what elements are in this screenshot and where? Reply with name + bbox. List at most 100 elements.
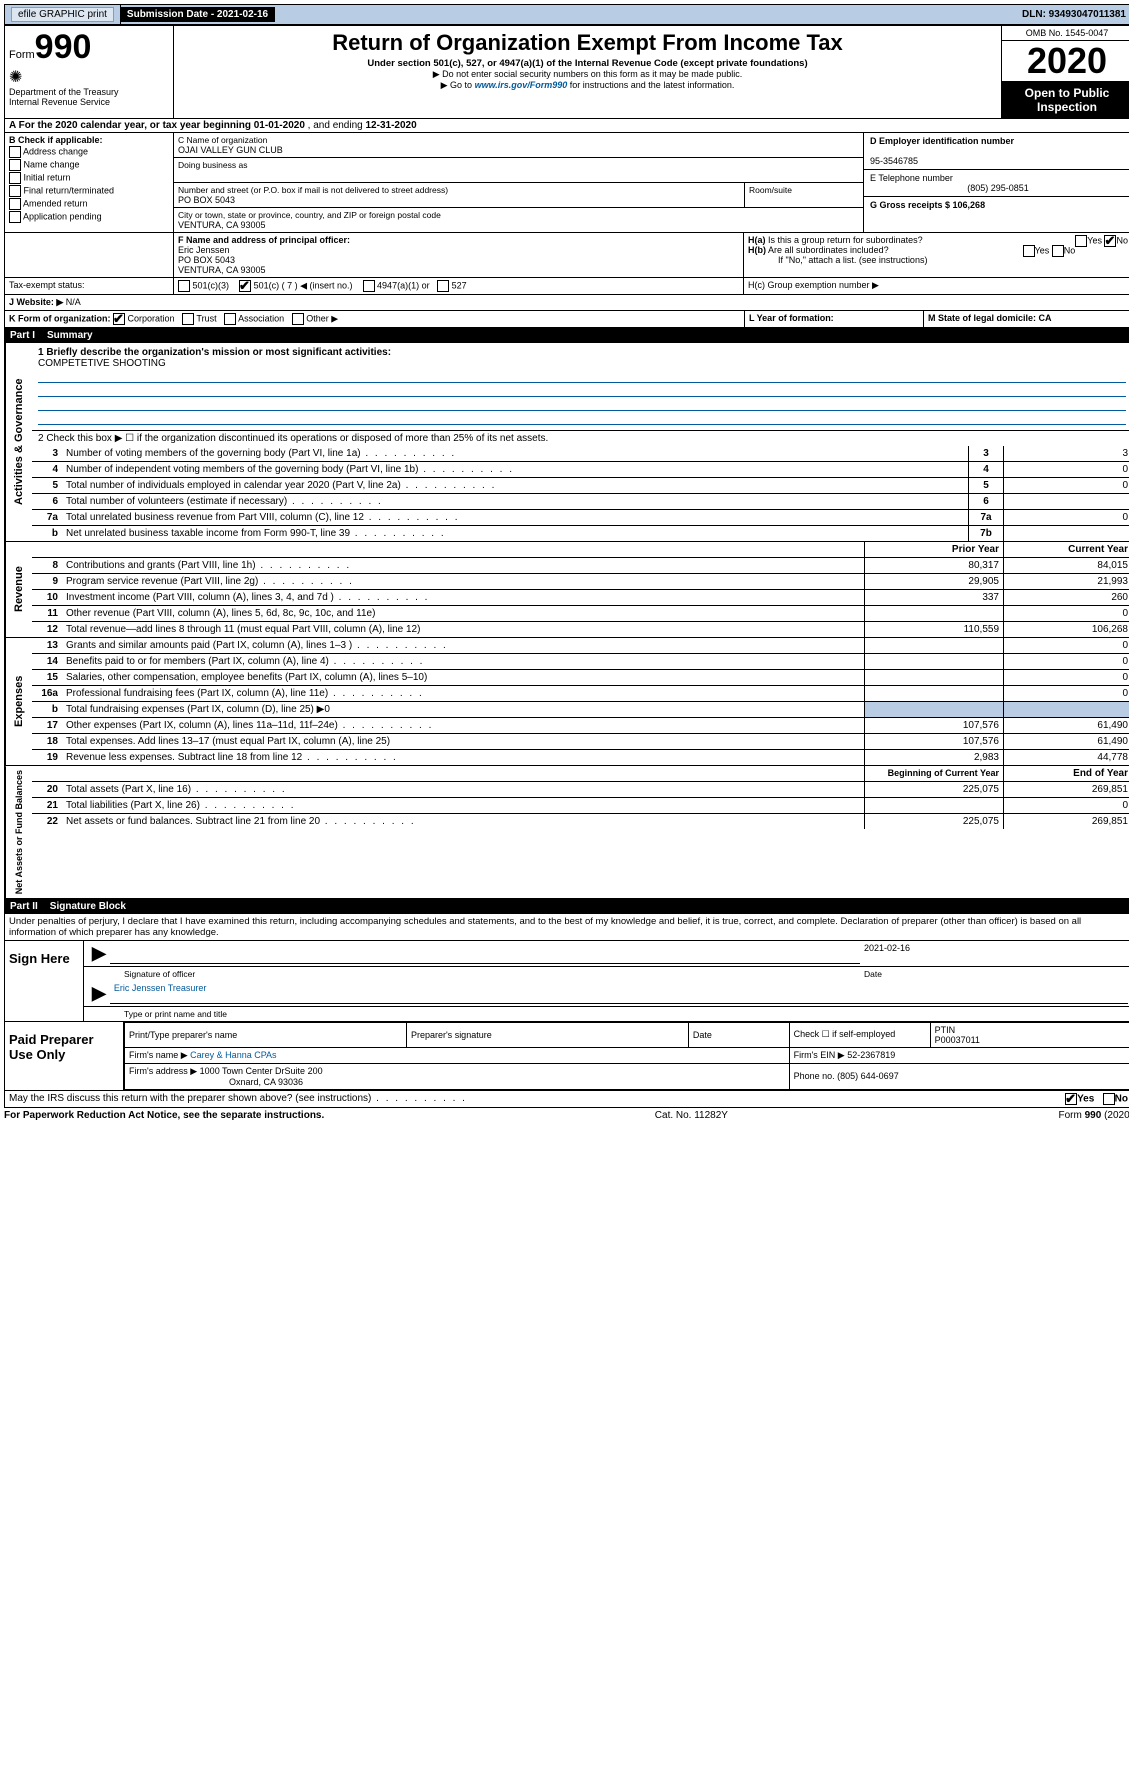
officer-addr2: VENTURA, CA 93005 bbox=[178, 265, 266, 275]
instructions-link[interactable]: www.irs.gov/Form990 bbox=[475, 80, 568, 90]
self-employed-check[interactable]: Check ☐ if self-employed bbox=[789, 1022, 930, 1047]
row-m: M State of legal domicile: CA bbox=[924, 311, 1129, 327]
org-name-cell: C Name of organization OJAI VALLEY GUN C… bbox=[174, 133, 863, 158]
arrow-icon: ▶ bbox=[88, 943, 110, 964]
open-to-public: Open to Public Inspection bbox=[1002, 82, 1129, 118]
discuss-yes-checkbox[interactable] bbox=[1065, 1093, 1077, 1105]
omb-number: OMB No. 1545-0047 bbox=[1002, 26, 1129, 41]
check-trust[interactable] bbox=[182, 313, 194, 325]
addr-value: PO BOX 5043 bbox=[178, 195, 235, 205]
check-501c3[interactable] bbox=[178, 280, 190, 292]
sig-officer-label: Signature of officer bbox=[120, 969, 860, 979]
tax-year: 2020 bbox=[1002, 41, 1129, 82]
city-value: VENTURA, CA 93005 bbox=[178, 220, 266, 230]
check-4947[interactable] bbox=[363, 280, 375, 292]
check-association[interactable] bbox=[224, 313, 236, 325]
spacer bbox=[275, 13, 1016, 17]
line-2: 2 Check this box ▶ ☐ if the organization… bbox=[32, 430, 1129, 446]
revenue-table: Prior YearCurrent Year 8Contributions an… bbox=[32, 542, 1129, 637]
header-left: Form990 ✺ Department of the Treasury Int… bbox=[5, 26, 174, 118]
city-label: City or town, state or province, country… bbox=[178, 210, 441, 220]
officer-label: F Name and address of principal officer: bbox=[178, 235, 350, 245]
row-a-tax-year: A For the 2020 calendar year, or tax yea… bbox=[4, 119, 1129, 133]
paid-preparer-label: Paid Preparer Use Only bbox=[5, 1022, 124, 1090]
city-cell: City or town, state or province, country… bbox=[174, 208, 863, 232]
row-fh: F Name and address of principal officer:… bbox=[4, 233, 1129, 278]
row-j: J Website: ▶ N/A bbox=[4, 295, 1129, 311]
officer-addr1: PO BOX 5043 bbox=[178, 255, 235, 265]
check-initial-return[interactable]: Initial return bbox=[9, 172, 169, 184]
h-a: H(a) Is this a group return for subordin… bbox=[748, 235, 1128, 245]
check-address-change[interactable]: Address change bbox=[9, 146, 169, 158]
ha-yes-checkbox[interactable] bbox=[1075, 235, 1087, 247]
phone-value: (805) 295-0851 bbox=[870, 183, 1126, 193]
netassets-section: Net Assets or Fund Balances Beginning of… bbox=[4, 766, 1129, 899]
revenue-section: Revenue Prior YearCurrent Year 8Contribu… bbox=[4, 542, 1129, 638]
submission-date: Submission Date - 2021-02-16 bbox=[121, 7, 275, 22]
efile-print-button[interactable]: efile GRAPHIC print bbox=[11, 7, 114, 22]
row-a-mid: , and ending bbox=[305, 120, 366, 131]
officer-name-value: Eric Jenssen Treasurer bbox=[110, 983, 1128, 1004]
irs-eagle-icon: ✺ bbox=[9, 67, 169, 87]
col-h: H(a) Is this a group return for subordin… bbox=[744, 233, 1129, 277]
website-value: N/A bbox=[63, 297, 81, 307]
row-k: K Form of organization: Corporation Trus… bbox=[5, 311, 745, 327]
part-1-title: Summary bbox=[47, 330, 93, 341]
paid-preparer-block: Paid Preparer Use Only Print/Type prepar… bbox=[4, 1022, 1129, 1091]
col-b-header: B Check if applicable: bbox=[9, 135, 103, 145]
addr-cell: Number and street (or P.O. box if mail i… bbox=[174, 183, 863, 208]
firm-ein-cell: Firm's EIN ▶ 52-2367819 bbox=[789, 1047, 1129, 1063]
col-c: C Name of organization OJAI VALLEY GUN C… bbox=[174, 133, 864, 232]
check-name-change[interactable]: Name change bbox=[9, 159, 169, 171]
governance-side-label: Activities & Governance bbox=[5, 343, 32, 541]
check-other[interactable] bbox=[292, 313, 304, 325]
info-block: B Check if applicable: Address change Na… bbox=[4, 133, 1129, 233]
expenses-table: 13Grants and similar amounts paid (Part … bbox=[32, 638, 1129, 765]
paid-preparer-table: Print/Type preparer's name Preparer's si… bbox=[124, 1022, 1129, 1090]
ptin-cell: PTINP00037011 bbox=[930, 1022, 1129, 1047]
check-corporation[interactable] bbox=[113, 313, 125, 325]
discuss-no-checkbox[interactable] bbox=[1103, 1093, 1115, 1105]
check-amended[interactable]: Amended return bbox=[9, 198, 169, 210]
row-i: Tax-exempt status: 501(c)(3) 501(c) ( 7 … bbox=[4, 278, 1129, 295]
irs-label: Internal Revenue Service bbox=[9, 97, 169, 107]
principal-officer: F Name and address of principal officer:… bbox=[174, 233, 744, 277]
officer-name-label: Type or print name and title bbox=[120, 1009, 231, 1019]
addr-label: Number and street (or P.O. box if mail i… bbox=[178, 185, 448, 195]
part-2-header: Part II Signature Block bbox=[4, 899, 1129, 914]
expenses-side-label: Expenses bbox=[5, 638, 32, 765]
row-klm: K Form of organization: Corporation Trus… bbox=[4, 311, 1129, 328]
check-527[interactable] bbox=[437, 280, 449, 292]
h-c: H(c) Group exemption number ▶ bbox=[744, 278, 1129, 294]
form-number-big: 990 bbox=[35, 28, 92, 66]
row-a-end: 12-31-2020 bbox=[366, 120, 417, 131]
check-final-return[interactable]: Final return/terminated bbox=[9, 185, 169, 197]
revenue-side-label: Revenue bbox=[5, 542, 32, 637]
line-1-value: COMPETETIVE SHOOTING bbox=[38, 358, 166, 369]
check-application-pending[interactable]: Application pending bbox=[9, 211, 169, 223]
tax-exempt-label: Tax-exempt status: bbox=[5, 278, 174, 294]
officer-name: Eric Jenssen bbox=[178, 245, 230, 255]
check-501c[interactable] bbox=[239, 280, 251, 292]
part-1-label: Part I bbox=[10, 330, 35, 341]
firm-addr-cell: Firm's address ▶ 1000 Town Center DrSuit… bbox=[125, 1063, 790, 1089]
org-name: OJAI VALLEY GUN CLUB bbox=[178, 145, 283, 155]
footer-bottom: For Paperwork Reduction Act Notice, see … bbox=[4, 1108, 1129, 1123]
sign-here-label: Sign Here bbox=[5, 941, 84, 1021]
part-1-header: Part I Summary bbox=[4, 328, 1129, 343]
line-1: 1 Briefly describe the organization's mi… bbox=[32, 343, 1129, 430]
form-number: Form990 bbox=[9, 28, 169, 67]
hb-yes-checkbox[interactable] bbox=[1023, 245, 1035, 257]
ein-label: D Employer identification number bbox=[870, 136, 1014, 146]
row-f-spacer bbox=[5, 233, 174, 277]
row-a-prefix: A For the 2020 calendar year, or tax yea… bbox=[9, 120, 254, 131]
col-b-checkboxes: B Check if applicable: Address change Na… bbox=[5, 133, 174, 232]
firm-phone-cell: Phone no. (805) 644-0697 bbox=[789, 1063, 1129, 1089]
ha-no-checkbox[interactable] bbox=[1104, 235, 1116, 247]
sig-date: 2021-02-16 bbox=[860, 943, 1128, 964]
row-l: L Year of formation: bbox=[745, 311, 924, 327]
col-cde: C Name of organization OJAI VALLEY GUN C… bbox=[174, 133, 1129, 232]
tax-exempt-options: 501(c)(3) 501(c) ( 7 ) ◀ (insert no.) 49… bbox=[174, 278, 744, 294]
note-ssn: ▶ Do not enter social security numbers o… bbox=[178, 69, 997, 80]
hb-no-checkbox[interactable] bbox=[1052, 245, 1064, 257]
